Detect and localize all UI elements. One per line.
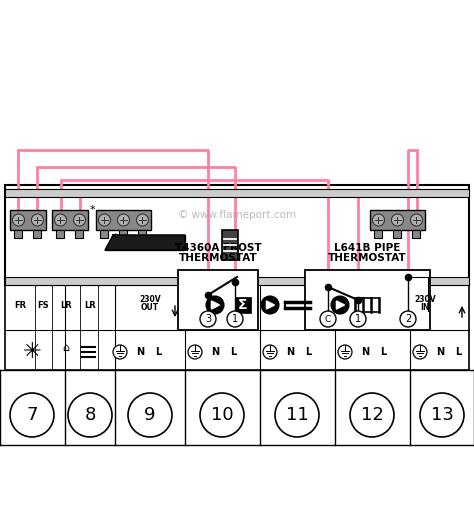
Bar xyxy=(96,210,151,230)
Text: LR: LR xyxy=(60,300,72,310)
Circle shape xyxy=(200,393,244,437)
Text: Σ: Σ xyxy=(238,298,248,312)
Bar xyxy=(412,230,420,238)
Text: N: N xyxy=(361,347,369,357)
Circle shape xyxy=(331,296,349,314)
Text: 1: 1 xyxy=(232,314,238,324)
Bar xyxy=(52,210,88,230)
Circle shape xyxy=(113,345,127,359)
Text: 12: 12 xyxy=(361,406,383,424)
Text: N: N xyxy=(136,347,144,357)
Bar xyxy=(5,277,469,285)
Text: 10: 10 xyxy=(210,406,233,424)
Text: THERMOSTAT: THERMOSTAT xyxy=(179,253,257,263)
Circle shape xyxy=(99,214,110,226)
Circle shape xyxy=(188,345,202,359)
Circle shape xyxy=(118,214,129,226)
Bar xyxy=(5,285,469,370)
Polygon shape xyxy=(266,301,274,309)
Text: 3: 3 xyxy=(205,314,211,324)
Circle shape xyxy=(137,214,148,226)
Text: *: * xyxy=(112,233,118,243)
Text: L: L xyxy=(155,347,161,357)
Text: © www.flameport.com: © www.flameport.com xyxy=(178,210,296,220)
Text: 230V: 230V xyxy=(414,296,436,304)
Text: FR: FR xyxy=(14,300,26,310)
Text: 13: 13 xyxy=(430,406,454,424)
Text: FS: FS xyxy=(37,300,49,310)
Text: N: N xyxy=(436,347,444,357)
Bar xyxy=(10,210,46,230)
Circle shape xyxy=(55,214,66,226)
Text: 7: 7 xyxy=(26,406,38,424)
Text: L: L xyxy=(455,347,461,357)
Bar xyxy=(34,230,42,238)
Text: 1: 1 xyxy=(355,314,361,324)
Text: LR: LR xyxy=(84,300,96,310)
Polygon shape xyxy=(211,301,219,309)
Circle shape xyxy=(413,345,427,359)
Text: IN: IN xyxy=(420,303,430,313)
Text: L641B PIPE: L641B PIPE xyxy=(334,243,401,253)
Text: ✳: ✳ xyxy=(23,342,41,362)
Text: N: N xyxy=(211,347,219,357)
Bar xyxy=(222,230,238,260)
Circle shape xyxy=(350,393,394,437)
Circle shape xyxy=(320,311,336,327)
Text: L: L xyxy=(230,347,236,357)
Text: T4360A FROST: T4360A FROST xyxy=(175,243,261,253)
Text: 230V: 230V xyxy=(139,296,161,304)
Circle shape xyxy=(68,393,112,437)
Text: 11: 11 xyxy=(286,406,309,424)
Circle shape xyxy=(73,214,85,226)
Circle shape xyxy=(206,296,224,314)
Bar xyxy=(138,230,146,238)
Circle shape xyxy=(12,214,25,226)
Circle shape xyxy=(275,393,319,437)
Text: *: * xyxy=(89,205,95,215)
Bar xyxy=(374,230,383,238)
Text: C: C xyxy=(325,315,331,323)
Bar xyxy=(235,297,251,313)
Circle shape xyxy=(10,393,54,437)
Circle shape xyxy=(263,345,277,359)
Bar xyxy=(5,189,469,197)
Circle shape xyxy=(373,214,384,226)
Text: OUT: OUT xyxy=(141,303,159,313)
Circle shape xyxy=(400,311,416,327)
Circle shape xyxy=(410,214,422,226)
Circle shape xyxy=(200,311,216,327)
Text: L: L xyxy=(305,347,311,357)
Circle shape xyxy=(227,311,243,327)
Bar xyxy=(305,270,430,330)
Bar xyxy=(75,230,83,238)
Bar xyxy=(15,230,22,238)
Circle shape xyxy=(392,214,403,226)
Bar xyxy=(393,230,401,238)
Text: THERMOSTAT: THERMOSTAT xyxy=(328,253,407,263)
Bar xyxy=(5,185,469,285)
Circle shape xyxy=(350,311,366,327)
Bar xyxy=(370,210,425,230)
Bar xyxy=(100,230,109,238)
Text: 2: 2 xyxy=(405,314,411,324)
Circle shape xyxy=(31,214,44,226)
Circle shape xyxy=(420,393,464,437)
Polygon shape xyxy=(337,301,345,309)
Bar xyxy=(119,230,128,238)
Circle shape xyxy=(338,345,352,359)
Text: 8: 8 xyxy=(84,406,96,424)
Text: 9: 9 xyxy=(144,406,156,424)
Text: ⌂: ⌂ xyxy=(63,343,70,353)
Text: N: N xyxy=(286,347,294,357)
Circle shape xyxy=(128,393,172,437)
Circle shape xyxy=(261,296,279,314)
Bar xyxy=(56,230,64,238)
Text: L: L xyxy=(380,347,386,357)
Polygon shape xyxy=(105,235,185,250)
Bar xyxy=(178,270,258,330)
